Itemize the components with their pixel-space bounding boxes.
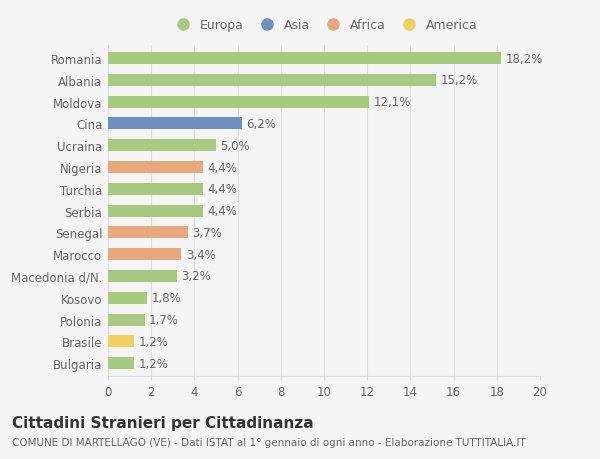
Bar [108, 358, 134, 369]
Bar [108, 118, 242, 130]
Bar [108, 205, 203, 217]
Text: 4,4%: 4,4% [208, 161, 237, 174]
Bar [108, 96, 370, 108]
Text: 15,2%: 15,2% [440, 74, 478, 87]
Text: 12,1%: 12,1% [374, 96, 411, 109]
Text: 6,2%: 6,2% [246, 118, 276, 131]
Bar [108, 292, 147, 304]
Text: 3,7%: 3,7% [192, 226, 222, 239]
Text: 3,4%: 3,4% [186, 248, 215, 261]
Legend: Europa, Asia, Africa, America: Europa, Asia, Africa, America [165, 14, 483, 37]
Bar [108, 162, 203, 174]
Text: 5,0%: 5,0% [220, 140, 250, 152]
Bar [108, 227, 188, 239]
Text: 1,2%: 1,2% [138, 335, 168, 348]
Text: 1,8%: 1,8% [151, 291, 181, 305]
Bar [108, 184, 203, 196]
Text: 18,2%: 18,2% [505, 52, 542, 66]
Bar [108, 270, 177, 282]
Bar [108, 75, 436, 87]
Text: Cittadini Stranieri per Cittadinanza: Cittadini Stranieri per Cittadinanza [12, 415, 314, 431]
Text: COMUNE DI MARTELLAGO (VE) - Dati ISTAT al 1° gennaio di ogni anno - Elaborazione: COMUNE DI MARTELLAGO (VE) - Dati ISTAT a… [12, 437, 526, 447]
Text: 4,4%: 4,4% [208, 205, 237, 218]
Text: 1,2%: 1,2% [138, 357, 168, 370]
Bar [108, 336, 134, 347]
Bar [108, 140, 216, 152]
Text: 1,7%: 1,7% [149, 313, 179, 326]
Bar [108, 53, 501, 65]
Bar [108, 249, 181, 261]
Bar [108, 314, 145, 326]
Text: 4,4%: 4,4% [208, 183, 237, 196]
Text: 3,2%: 3,2% [181, 270, 211, 283]
